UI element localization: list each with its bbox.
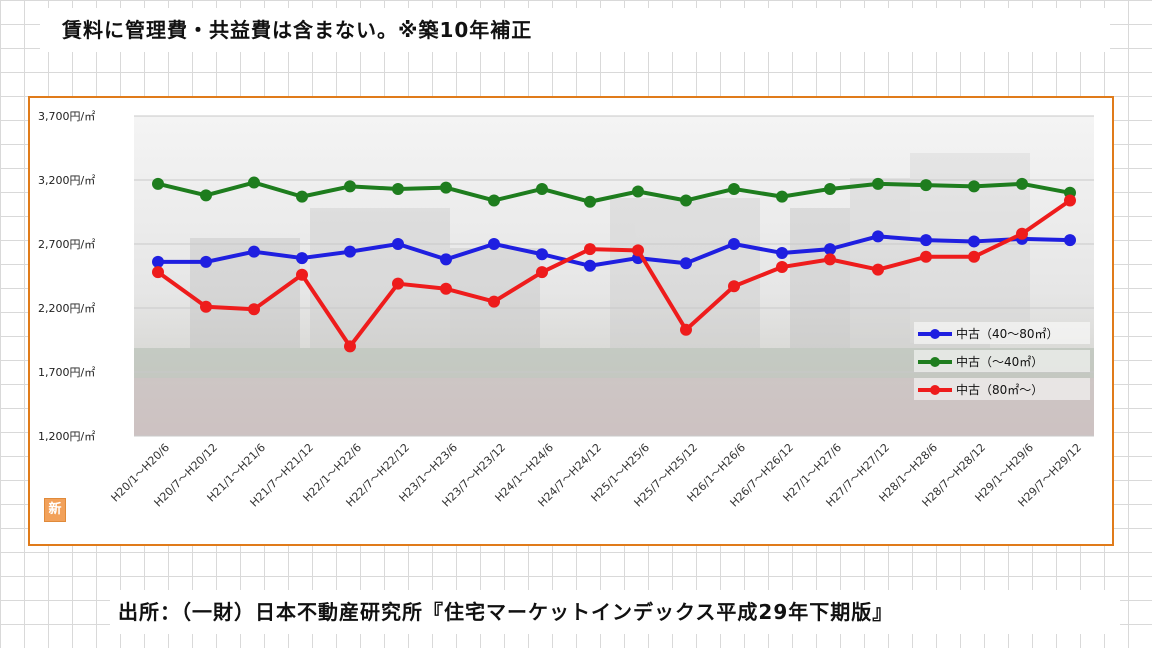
legend-entry-bg <box>914 350 1090 372</box>
data-point <box>440 181 452 194</box>
series-line-2 <box>156 198 1072 349</box>
y-axis-ticks: 3,700円/㎡ 3,200円/㎡ 2,700円/㎡ 2,200円/㎡ 1,700円/㎡… <box>38 110 95 443</box>
y-tick-label: 1,200円/㎡ <box>38 430 95 443</box>
legend-marker <box>930 357 940 367</box>
data-point <box>200 300 212 313</box>
data-point <box>344 180 356 193</box>
data-point <box>1016 227 1028 240</box>
legend-entry-bg <box>914 378 1090 400</box>
chart-footnote: 賃料に管理費・共益費は含まない。※築10年補正 <box>40 8 1110 52</box>
data-point <box>344 340 356 353</box>
data-point <box>1016 177 1028 190</box>
data-point <box>488 238 500 250</box>
legend-entry-bg <box>914 322 1090 344</box>
data-point <box>872 263 884 276</box>
legend-label-2: 中古（80㎡～） <box>956 382 1043 397</box>
data-point <box>536 248 548 261</box>
y-tick-label: 3,700円/㎡ <box>38 110 95 123</box>
data-point <box>968 180 980 193</box>
data-point <box>200 255 212 268</box>
data-point <box>440 253 452 266</box>
data-point <box>584 259 596 272</box>
data-point <box>152 255 164 268</box>
series-lines <box>152 176 1076 353</box>
data-point <box>392 238 404 250</box>
legend-label-0: 中古（40～80㎡） <box>956 326 1059 341</box>
series-line-1 <box>157 180 1071 204</box>
data-point <box>680 194 692 207</box>
data-point <box>296 268 308 281</box>
data-point <box>824 182 836 195</box>
y-tick-label: 2,200円/㎡ <box>38 302 95 315</box>
data-point <box>536 266 548 279</box>
line-chart: 3,700円/㎡ 3,200円/㎡ 2,700円/㎡ 2,200円/㎡ 1,700円/㎡… <box>38 110 1094 510</box>
data-point <box>1064 234 1076 247</box>
series-line-0 <box>158 234 1071 268</box>
data-point <box>1064 194 1076 207</box>
data-point <box>776 246 788 259</box>
data-point <box>584 243 596 256</box>
data-point <box>632 185 644 198</box>
publisher-logo: 新 <box>44 498 66 522</box>
data-point <box>296 190 308 203</box>
y-tick-label: 1,700円/㎡ <box>38 366 95 379</box>
data-point <box>248 176 260 189</box>
data-point <box>248 245 260 258</box>
data-point <box>392 277 404 290</box>
data-point <box>728 182 740 195</box>
data-point <box>536 182 548 195</box>
y-tick-label: 3,200円/㎡ <box>38 174 95 187</box>
data-point <box>440 282 452 295</box>
data-point <box>344 245 356 258</box>
data-point <box>296 252 308 265</box>
data-point <box>392 182 404 195</box>
legend-marker <box>930 329 940 339</box>
data-point <box>968 250 980 263</box>
data-point <box>968 235 980 248</box>
data-point <box>920 250 932 263</box>
data-point <box>248 303 260 316</box>
data-point <box>488 295 500 308</box>
legend: 中古（40～80㎡） 中古（～40㎡） 中古（80㎡～） <box>914 322 1090 400</box>
legend-marker <box>930 385 940 395</box>
data-point <box>680 257 692 270</box>
data-point <box>488 194 500 207</box>
data-point <box>920 234 932 247</box>
data-point <box>680 323 692 336</box>
data-point <box>824 253 836 266</box>
y-tick-label: 2,700円/㎡ <box>38 238 95 251</box>
data-point <box>728 238 740 250</box>
data-point <box>584 195 596 208</box>
x-axis-ticks: H20/1～H20/6H20/7～H20/12H21/1～H21/6H21/7～… <box>109 441 1085 510</box>
data-point <box>728 280 740 293</box>
data-point <box>152 266 164 279</box>
chart-frame: 3,700円/㎡ 3,200円/㎡ 2,700円/㎡ 2,200円/㎡ 1,700円/㎡… <box>28 96 1114 546</box>
legend-label-1: 中古（～40㎡） <box>956 354 1043 369</box>
data-point <box>920 179 932 192</box>
data-point <box>776 190 788 203</box>
data-point <box>632 244 644 257</box>
data-point <box>872 177 884 190</box>
data-point <box>824 243 836 256</box>
data-point <box>152 177 164 190</box>
data-point <box>776 261 788 274</box>
data-point <box>872 230 884 243</box>
source-citation: 出所：（一財）日本不動産研究所『住宅マーケットインデックス平成29年下期版』 <box>110 590 1120 634</box>
data-point <box>200 189 212 202</box>
